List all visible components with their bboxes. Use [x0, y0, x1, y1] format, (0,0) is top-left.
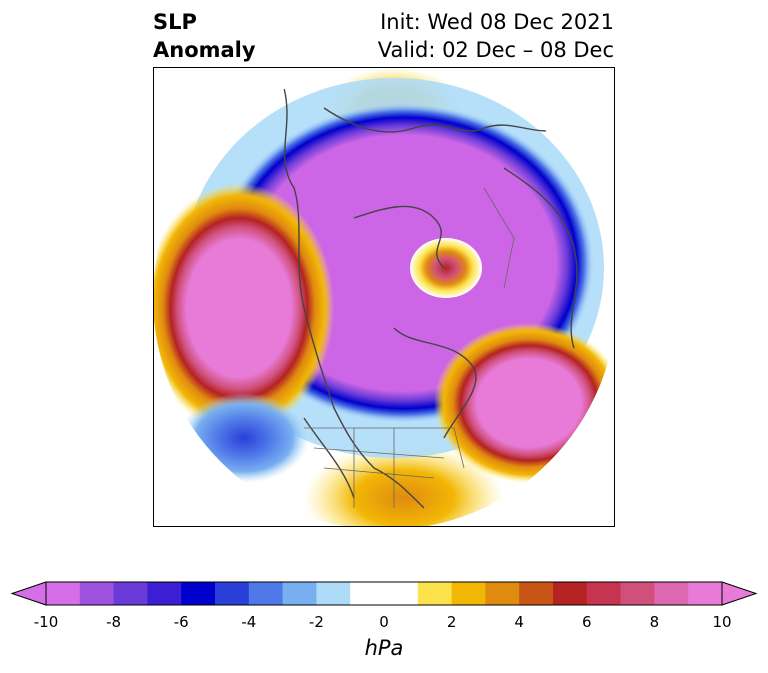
init-label: Init: Wed 08 Dec 2021 — [380, 10, 614, 34]
anomaly-map — [154, 68, 614, 526]
colorbar-cell — [215, 582, 250, 605]
colorbar-cell — [654, 582, 689, 605]
coastlines — [283, 87, 578, 509]
colorbar-tick-label: -2 — [309, 613, 324, 631]
colorbar-tick-label: 8 — [650, 613, 660, 631]
colorbar-tick-label: -10 — [34, 613, 59, 631]
colorbar-cell — [451, 582, 486, 605]
anomaly-pacific-low — [179, 393, 309, 483]
colorbar-cell — [384, 582, 419, 605]
title-left: SLP Anomaly — [153, 8, 256, 64]
colorbar-tick-label: 10 — [712, 613, 731, 631]
colorbar-tick-label: -4 — [241, 613, 256, 631]
colorbar-cell — [147, 582, 182, 605]
colorbar-left-extend-arrow — [10, 581, 47, 606]
colorbar-cell — [46, 582, 81, 605]
colorbar: -10 -8 -6 -4 -2 0 2 4 6 8 10 — [10, 581, 758, 631]
colorbar-cell — [553, 582, 588, 605]
colorbar-tick-label: 4 — [514, 613, 524, 631]
colorbar-cell — [485, 582, 520, 605]
colorbar-tick-label: 6 — [582, 613, 592, 631]
valid-label: Valid: 02 Dec – 08 Dec — [377, 38, 614, 62]
colorbar-cell — [282, 582, 317, 605]
variable-label: SLP — [153, 10, 197, 34]
colorbar-cell — [316, 582, 351, 605]
colorbar-cell — [248, 582, 284, 605]
colorbar-tick-label: -6 — [174, 613, 189, 631]
colorbar-cell — [350, 582, 385, 605]
colorbar-units-label: hPa — [364, 636, 404, 660]
colorbar-cell — [417, 582, 453, 605]
borders — [304, 187, 515, 508]
colorbar-cell — [586, 582, 622, 605]
colorbar-cell — [519, 582, 554, 605]
colorbar-cells — [46, 582, 723, 605]
colorbar-right-extend-arrow — [721, 581, 758, 606]
map-panel — [153, 67, 615, 527]
colorbar-cell — [79, 582, 115, 605]
colorbar-tick-label: -8 — [106, 613, 121, 631]
colorbar-outline — [45, 581, 723, 606]
colorbar-cell — [688, 582, 723, 605]
colorbar-tick-label: 0 — [379, 613, 389, 631]
title-right: Init: Wed 08 Dec 2021 Valid: 02 Dec – 08… — [378, 8, 614, 64]
colorbar-cell — [113, 582, 148, 605]
colorbar-cell — [620, 582, 655, 605]
colorbar-ticks: -10 -8 -6 -4 -2 0 2 4 6 8 10 — [34, 613, 732, 631]
colorbar-cell — [181, 582, 216, 605]
anomaly-pacific-high — [154, 183, 334, 433]
kind-label: Anomaly — [153, 38, 256, 62]
colorbar-tick-label: 2 — [447, 613, 457, 631]
anomaly-arctic-high — [410, 238, 482, 298]
